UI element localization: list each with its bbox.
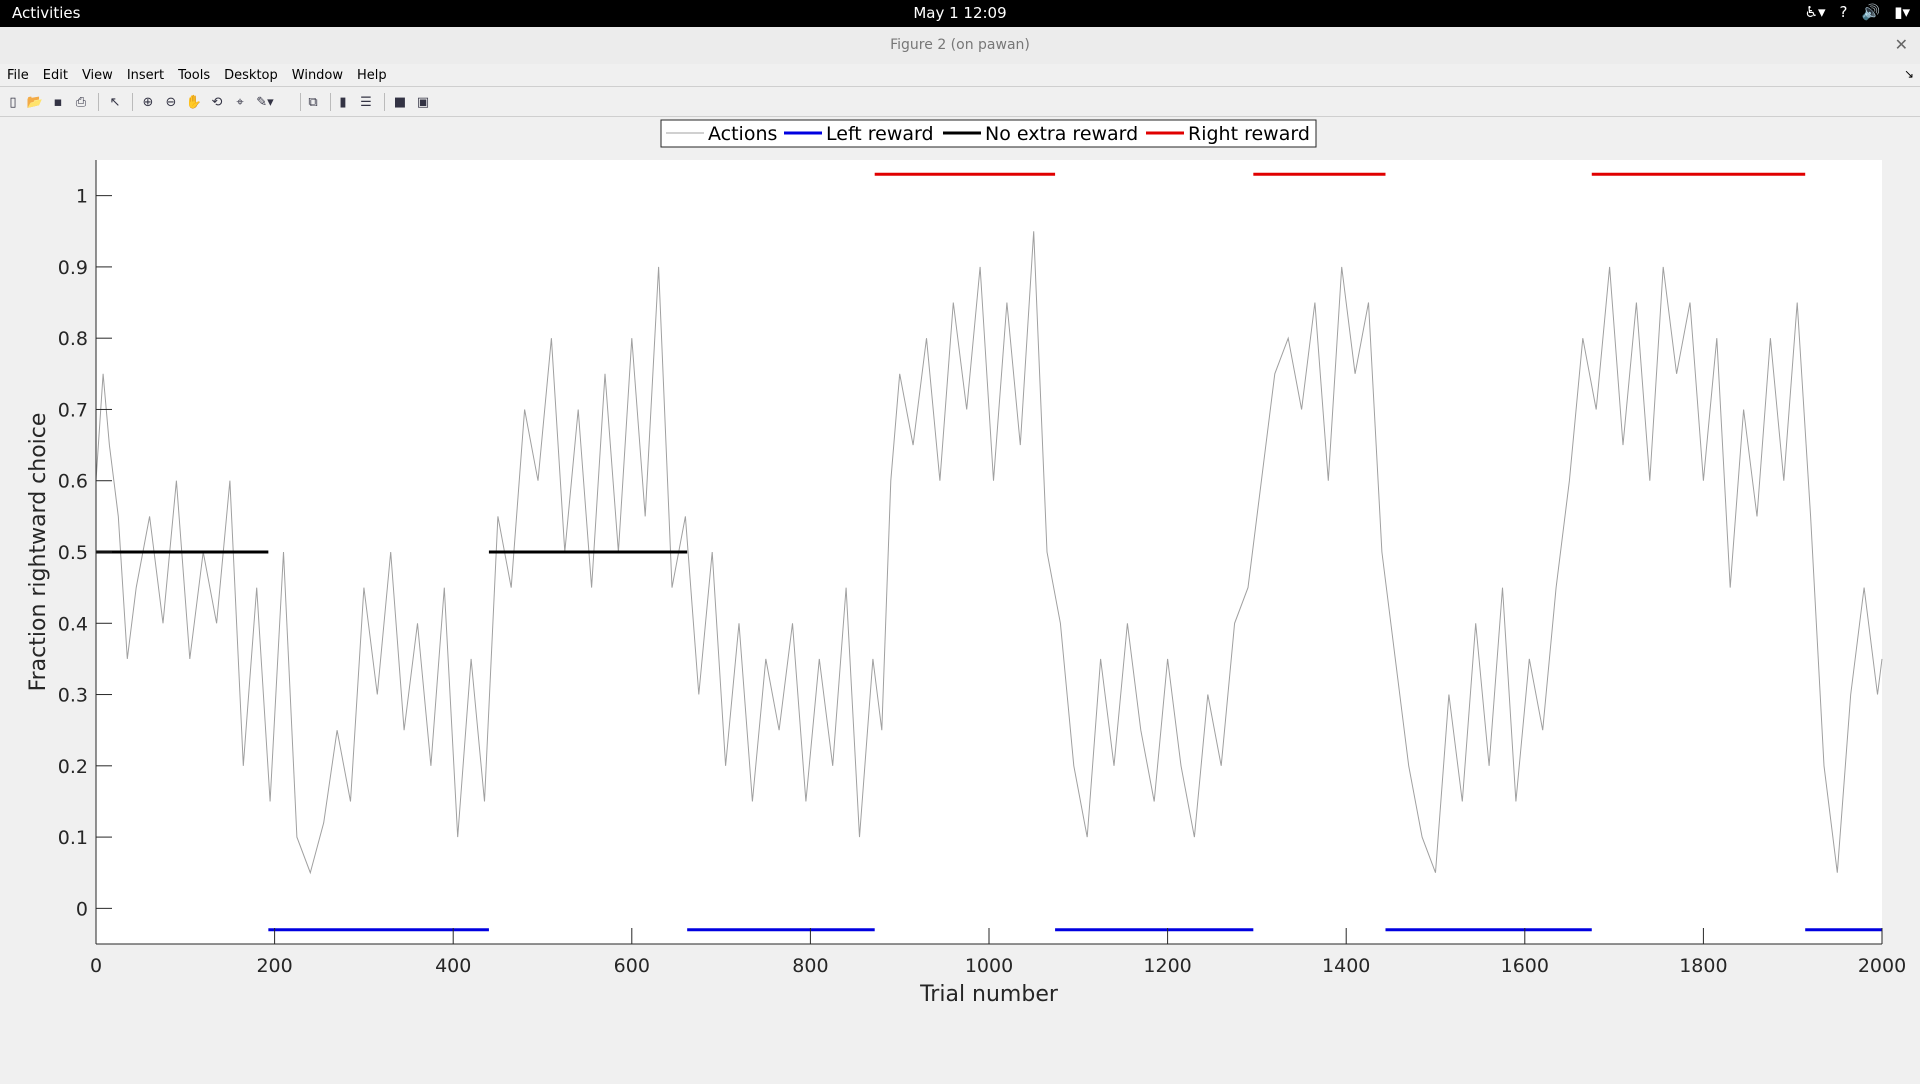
dock-figure-icon[interactable]: ↘: [1903, 67, 1914, 81]
activities-button[interactable]: Activities: [12, 4, 81, 22]
clock[interactable]: May 1 12:09: [913, 4, 1007, 22]
y-tick-label: 0.2: [58, 756, 88, 778]
zoom-in-icon[interactable]: ⊕: [142, 94, 154, 110]
colorbar-icon[interactable]: ▮: [339, 94, 347, 110]
y-tick-label: 1: [76, 186, 88, 208]
x-tick-label: 1400: [1322, 955, 1370, 977]
y-tick-label: 0.5: [58, 542, 88, 564]
x-tick-label: 800: [792, 955, 828, 977]
y-tick-label: 0.4: [58, 613, 88, 635]
x-tick-label: 1600: [1501, 955, 1549, 977]
data-cursor-icon[interactable]: ⌖: [236, 94, 244, 110]
y-tick-label: 0.3: [58, 685, 88, 707]
menu-view[interactable]: View: [81, 67, 113, 83]
clock-container: May 1 12:09: [0, 4, 1920, 22]
menu-file[interactable]: File: [7, 67, 29, 83]
figure-toolbar: ▯ 📂 ▪ ⎙ ↖ ⊕ ⊖ ✋ ⟲ ⌖ ✎▾ ⧉ ▮ ☰ ■ ▣: [0, 88, 1920, 117]
series-actions-line: [95, 231, 1883, 875]
menu-desktop[interactable]: Desktop: [224, 67, 278, 83]
help-icon[interactable]: ?: [1839, 3, 1848, 21]
x-axis-label: Trial number: [919, 982, 1059, 1007]
x-tick-label: 600: [614, 955, 650, 977]
legend-entry-right-reward: Right reward: [1188, 123, 1310, 145]
save-icon[interactable]: ▪: [53, 94, 63, 110]
x-tick-label: 1200: [1143, 955, 1191, 977]
window-title: Figure 2 (on pawan): [890, 37, 1030, 53]
window-title-bar: Figure 2 (on pawan) ✕: [0, 27, 1920, 65]
y-tick-label: 0: [76, 898, 88, 920]
legend-entry-no-extra-reward: No extra reward: [985, 123, 1138, 145]
rotate-3d-icon[interactable]: ⟲: [211, 94, 223, 110]
x-tick-label: 2000: [1858, 955, 1906, 977]
menu-window[interactable]: Window: [291, 67, 344, 83]
accessibility-icon[interactable]: ♿▾: [1804, 3, 1826, 21]
legend-box: [660, 119, 1317, 148]
y-tick-label: 0.1: [58, 827, 88, 849]
y-tick-label: 0.8: [58, 328, 88, 350]
y-tick-label: 0.6: [58, 471, 88, 493]
close-icon[interactable]: ✕: [1894, 35, 1908, 54]
legend-entry-actions: Actions: [708, 123, 777, 145]
legend[interactable]: Actions Left reward No extra reward Righ…: [660, 119, 1317, 148]
x-tick-label: 1800: [1679, 955, 1727, 977]
x-tick-label: 400: [435, 955, 471, 977]
line-chart[interactable]: 0 200 400 600 800 1000 1200 1400 1600 1800 2000 0 0.…: [0, 117, 1920, 1080]
x-tick-label: 1000: [965, 955, 1013, 977]
link-plot-icon[interactable]: ⧉: [308, 94, 318, 110]
legend-icon[interactable]: ☰: [360, 94, 372, 110]
edit-plot-icon[interactable]: ↖: [109, 94, 121, 110]
menu-bar: File Edit View Insert Tools Desktop Wind…: [0, 64, 1920, 87]
y-tick-label: 0.7: [58, 399, 88, 421]
zoom-out-icon[interactable]: ⊖: [165, 94, 177, 110]
menu-help[interactable]: Help: [357, 67, 387, 83]
menu-edit[interactable]: Edit: [42, 67, 68, 83]
brush-icon[interactable]: ✎▾: [256, 94, 274, 110]
system-top-bar: Activities May 1 12:09 ♿▾ ? 🔊 ▮▾: [0, 0, 1920, 27]
menu-insert[interactable]: Insert: [126, 67, 165, 83]
x-tick-label: 0: [90, 955, 102, 977]
pan-icon[interactable]: ✋: [185, 94, 203, 110]
x-tick-label: 200: [256, 955, 292, 977]
open-file-icon[interactable]: 📂: [26, 94, 44, 110]
figure-canvas: 0 200 400 600 800 1000 1200 1400 1600 1800 2000 0 0.…: [0, 117, 1920, 1080]
plot-area: [96, 160, 1882, 944]
battery-icon[interactable]: ▮▾: [1894, 3, 1910, 21]
menu-tools[interactable]: Tools: [178, 67, 211, 83]
y-axis-label: Fraction rightward choice: [26, 413, 51, 692]
y-tick-label: 0.9: [58, 257, 88, 279]
new-figure-icon[interactable]: ▯: [9, 94, 17, 110]
print-icon[interactable]: ⎙: [75, 94, 87, 110]
legend-entry-left-reward: Left reward: [826, 123, 934, 145]
volume-icon[interactable]: 🔊: [1861, 3, 1881, 21]
system-tray: ♿▾ ? 🔊 ▮▾: [1805, 3, 1910, 21]
show-plot-tools-icon[interactable]: ▣: [416, 94, 430, 110]
hide-plot-tools-icon[interactable]: ■: [393, 94, 407, 110]
